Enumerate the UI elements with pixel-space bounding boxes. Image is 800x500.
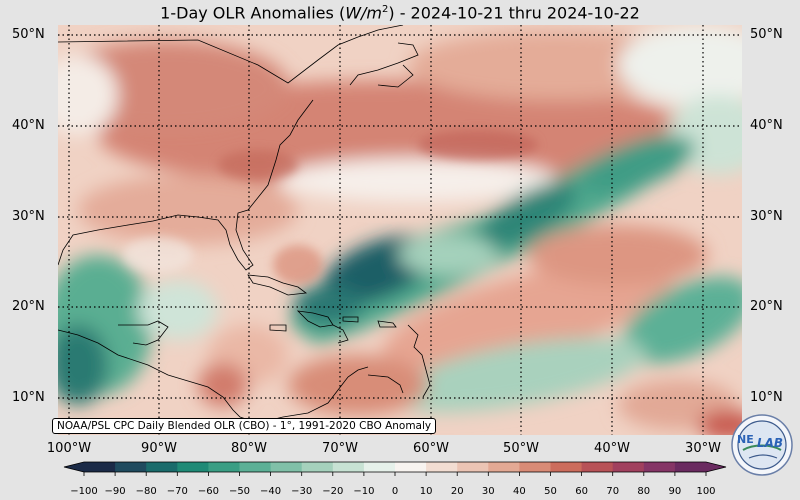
colorbar-segment: [332, 462, 365, 472]
colorbar-tick-label: 20: [451, 486, 464, 497]
gridlines: [58, 25, 742, 435]
colorbar-segment: [239, 462, 272, 472]
colorbar-segment: [550, 462, 583, 472]
lon-label: 40°W: [594, 441, 630, 456]
lat-label-left: 40°N: [12, 118, 45, 133]
map-canvas: [58, 25, 742, 435]
colorbar-tick-label: −10: [353, 486, 374, 497]
colorbar-segment: [301, 462, 334, 472]
svg-text:NE: NE: [737, 433, 754, 446]
colorbar-segment: [457, 462, 489, 472]
map-title: 1-Day OLR Anomalies (W/m2) - 2024-10-21 …: [160, 3, 640, 23]
lon-label: 80°W: [231, 441, 267, 456]
colorbar-tick-label: 70: [606, 486, 619, 497]
colorbar-tick-label: −100: [70, 486, 97, 497]
colorbar-tick-label: 30: [482, 486, 495, 497]
colorbar-segment: [363, 462, 396, 472]
colorbar-tick-label: −70: [167, 486, 188, 497]
colorbar-segment: [488, 462, 520, 472]
colorbar-segment: [643, 462, 676, 472]
colorbar-segment: [395, 462, 427, 472]
lon-label: 50°W: [503, 441, 539, 456]
colorbar-tick-label: 50: [544, 486, 557, 497]
colorbar-extend-low: [64, 462, 84, 472]
colorbar-tick-label: −90: [105, 486, 126, 497]
colorbar-tick-label: 80: [637, 486, 650, 497]
colorbar-segment: [208, 462, 240, 472]
colorbar-tick-label: 60: [575, 486, 588, 497]
lon-label: 30°W: [685, 441, 721, 456]
colorbar-tick-label: −40: [260, 486, 281, 497]
colorbar-segment: [177, 462, 209, 472]
colorbar-segment: [426, 462, 458, 472]
anomaly-field: [58, 25, 742, 435]
anomaly-detail: [123, 130, 538, 285]
colorbar-segment: [146, 462, 178, 472]
colorbar-segment: [519, 462, 551, 472]
colorbar-tick-label: 100: [696, 486, 715, 497]
colorbar-tick-label: −30: [291, 486, 312, 497]
nexlab-logo: NE LAB: [731, 414, 793, 476]
lat-label-left: 30°N: [12, 209, 45, 224]
lat-label-left: 10°N: [12, 390, 45, 405]
lat-label-right: 20°N: [750, 299, 783, 314]
colorbar-tick-label: 40: [513, 486, 526, 497]
colorbar-tick-label: −80: [136, 486, 157, 497]
colorbar-tick-label: −50: [229, 486, 250, 497]
colorbar-tick-label: −20: [322, 486, 343, 497]
colorbar-segment: [270, 462, 303, 472]
colorbar-tick-label: 10: [420, 486, 433, 497]
coastlines: [58, 25, 431, 424]
lat-label-right: 40°N: [750, 118, 783, 133]
lat-label-left: 50°N: [12, 27, 45, 42]
lat-label-right: 10°N: [750, 390, 783, 405]
colorbar-segment: [612, 462, 645, 472]
colorbar: −100 −90 −80 −70 −60 −50 −40 −30 −20 −10 0 10 20 30 40…: [63, 461, 727, 497]
lat-label-right: 50°N: [750, 27, 783, 42]
lon-label: 60°W: [413, 441, 449, 456]
lat-label-right: 30°N: [750, 209, 783, 224]
olr-anomaly-map: [58, 25, 742, 435]
colorbar-tick-label: 0: [392, 486, 398, 497]
colorbar-segment: [84, 462, 116, 472]
colorbar-segment: [115, 462, 147, 472]
lon-label: 100°W: [46, 441, 92, 456]
source-note: NOAA/PSL CPC Daily Blended OLR (CBO) - 1…: [52, 418, 437, 434]
lon-label: 90°W: [141, 441, 177, 456]
colorbar-segment: [581, 462, 614, 472]
colorbar-tick-label: 90: [669, 486, 682, 497]
svg-text:LAB: LAB: [757, 436, 783, 450]
lon-label: 70°W: [322, 441, 358, 456]
colorbar-extend-high: [706, 462, 726, 472]
colorbar-segment: [674, 462, 707, 472]
colorbar-tick-label: −60: [198, 486, 219, 497]
lat-label-left: 20°N: [12, 299, 45, 314]
nexlab-logo-icon: NE LAB: [731, 414, 793, 476]
